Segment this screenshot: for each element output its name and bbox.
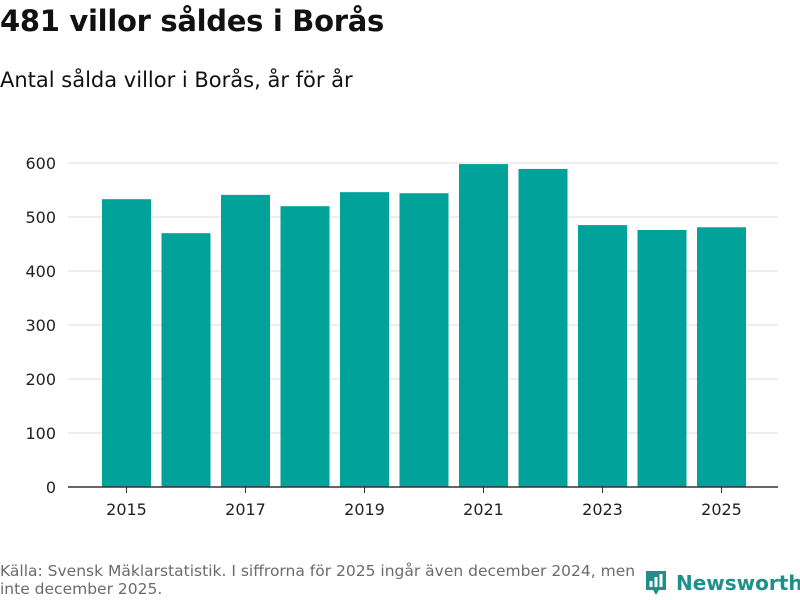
logo-text: Newsworthy [676, 571, 800, 595]
bar-2022 [518, 168, 568, 487]
bar-2019 [340, 192, 389, 487]
x-axis-ticks: 2015 2017 2019 2021 2023 2025 [106, 487, 742, 519]
y-tick-label: 600 [25, 154, 56, 173]
x-tick-label: 2015 [106, 500, 147, 519]
x-tick-label: 2021 [463, 500, 504, 519]
y-tick-label: 400 [25, 262, 56, 281]
bar-2023 [578, 225, 627, 487]
x-tick-label: 2019 [344, 500, 385, 519]
bar-2018 [280, 206, 330, 487]
chart-title: 481 villor såldes i Borås [0, 4, 384, 38]
x-tick-label: 2025 [701, 500, 742, 519]
bar-2017 [221, 194, 270, 488]
bar-2024 [637, 229, 687, 487]
bar-2020 [399, 193, 449, 488]
bar-chart: 0 100 200 300 400 500 600 2015 2017 2019 2021 2023… [25, 154, 778, 519]
y-axis-ticks: 0 100 200 300 400 500 600 [25, 154, 56, 497]
newsworthy-bar-chart-icon [646, 571, 666, 595]
bar-2021 [459, 164, 508, 487]
bars [102, 164, 746, 488]
x-tick-label: 2017 [225, 500, 266, 519]
y-tick-label: 500 [25, 208, 56, 227]
y-tick-label: 0 [46, 478, 56, 497]
chart-subtitle: Antal sålda villor i Borås, år för år [0, 68, 353, 92]
x-tick-label: 2023 [582, 500, 623, 519]
bar-2025 [697, 227, 746, 487]
newsworthy-logo: Newsworthy [644, 569, 800, 597]
source-note: Källa: Svensk Mäklarstatistik. I siffror… [0, 562, 636, 598]
bar-2015 [102, 199, 151, 487]
y-tick-label: 100 [25, 424, 56, 443]
bar-2016 [161, 233, 211, 487]
y-tick-label: 300 [25, 316, 56, 335]
y-tick-label: 200 [25, 370, 56, 389]
